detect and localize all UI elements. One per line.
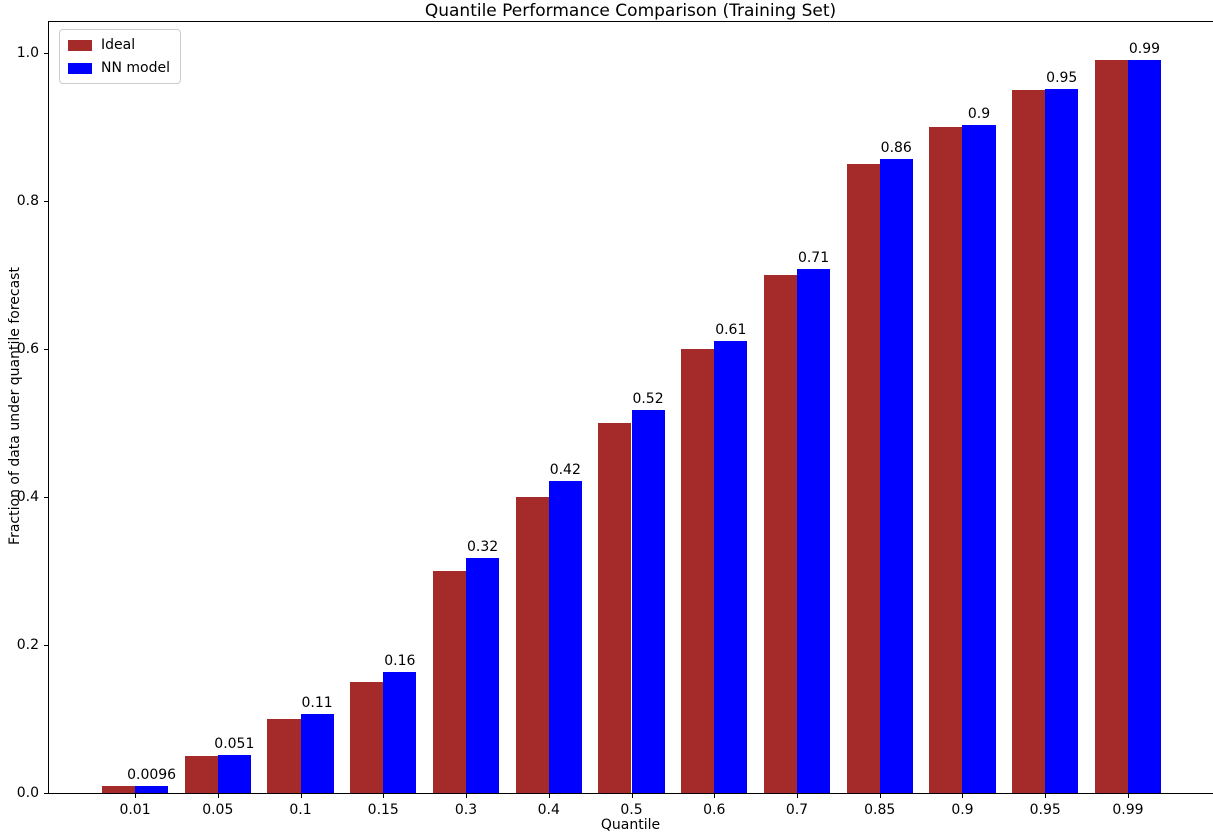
bar-nn-0.4 (548, 480, 582, 793)
bar-value-label-0.05: 0.051 (214, 736, 255, 753)
y-tick-label-0.6: 0.6 (16, 341, 39, 358)
x-tick-0.95 (1045, 794, 1047, 798)
x-tick-0.6 (714, 794, 716, 798)
legend-swatch-nn-model (68, 62, 92, 74)
bar-ideal-0.4 (515, 497, 549, 793)
bar-value-label-0.4: 0.42 (549, 461, 581, 478)
x-tick-0.15 (383, 794, 385, 798)
bar-ideal-0.85 (846, 164, 880, 793)
bar-value-label-0.85: 0.86 (880, 139, 912, 156)
bar-nn-0.85 (879, 158, 913, 793)
x-tick-label-0.3: 0.3 (454, 802, 478, 818)
x-tick-label-0.6: 0.6 (703, 802, 726, 818)
x-tick-label-0.01: 0.01 (119, 802, 151, 818)
y-tick-label-0.2: 0.2 (16, 637, 39, 653)
bar-ideal-0.15 (350, 682, 384, 793)
x-tick-label-0.85: 0.85 (864, 802, 896, 818)
x-tick-label-0.7: 0.7 (785, 802, 809, 818)
bar-ideal-0.9 (929, 127, 963, 793)
y-tick-label-0.0: 0.0 (16, 785, 39, 801)
x-tick-label-0.15: 0.15 (367, 802, 399, 818)
y-tick-1.0 (44, 53, 48, 55)
x-tick-label-0.99: 0.99 (1112, 802, 1144, 818)
x-tick-0.3 (466, 794, 468, 798)
bar-value-label-0.6: 0.61 (715, 321, 747, 338)
y-tick-0.6 (44, 349, 48, 351)
bar-value-label-0.99: 0.99 (1128, 41, 1161, 58)
bar-nn-0.9 (962, 124, 996, 793)
y-tick-label-1.0: 1.0 (16, 45, 39, 62)
x-tick-0.99 (1127, 794, 1129, 798)
bar-nn-0.15 (383, 672, 417, 793)
y-tick-0.4 (44, 497, 48, 499)
x-tick-0.7 (796, 794, 798, 798)
legend-swatch-ideal (68, 39, 92, 51)
x-tick-0.5 (631, 794, 633, 798)
bar-nn-0.95 (1045, 89, 1079, 793)
x-tick-label-0.05: 0.05 (202, 802, 234, 818)
plot-area: Ideal NN model 0.0096 0.01 0.051 0.05 0.11 0.… (17, 21, 1213, 818)
bar-value-label-0.3: 0.32 (466, 538, 499, 555)
x-tick-0.05 (217, 794, 219, 798)
x-tick-label-0.4: 0.4 (537, 802, 560, 818)
legend-item-nn-model: NN model (68, 60, 170, 76)
legend-label-nn-model: NN model (101, 60, 170, 76)
bar-nn-0.5 (631, 410, 665, 793)
bar-ideal-0.6 (681, 349, 715, 793)
bar-value-label-0.15: 0.16 (384, 653, 416, 670)
bar-value-label-0.1: 0.11 (301, 694, 333, 711)
y-tick-label-0.8: 0.8 (16, 193, 39, 210)
bar-ideal-0.7 (763, 275, 797, 793)
x-axis-label: Quantile (600, 817, 661, 833)
x-tick-0.85 (879, 794, 881, 798)
bar-ideal-0.05 (184, 756, 218, 793)
bar-ideal-0.1 (267, 719, 301, 793)
bar-nn-0.05 (217, 755, 251, 793)
bar-nn-0.99 (1127, 60, 1162, 793)
x-tick-0.4 (548, 794, 550, 798)
y-tick-0.2 (44, 645, 48, 646)
bar-ideal-0.99 (1094, 60, 1128, 793)
bar-ideal-0.3 (432, 571, 466, 793)
bar-ideal-0.95 (1012, 90, 1046, 793)
bar-value-label-0.7: 0.71 (797, 250, 830, 267)
bar-value-label-0.9: 0.9 (967, 105, 991, 122)
legend: Ideal NN model (59, 29, 181, 84)
bar-nn-0.01 (135, 785, 169, 793)
bar-ideal-0.5 (598, 423, 632, 793)
x-tick-label-0.1: 0.1 (289, 802, 312, 818)
x-tick-label-0.95: 0.95 (1029, 802, 1061, 818)
x-tick-0.01 (135, 794, 137, 798)
bar-nn-0.1 (300, 713, 334, 793)
y-tick-0.0 (44, 793, 48, 794)
bar-nn-0.7 (796, 269, 831, 793)
y-tick-label-0.4: 0.4 (16, 489, 39, 506)
y-tick-0.8 (44, 201, 48, 203)
bar-value-label-0.95: 0.95 (1046, 70, 1078, 87)
bar-value-label-0.5: 0.52 (632, 391, 664, 408)
bar-value-label-0.01: 0.0096 (127, 766, 177, 783)
legend-item-ideal: Ideal (68, 37, 170, 53)
legend-label-ideal: Ideal (101, 37, 136, 53)
x-tick-label-0.9: 0.9 (951, 802, 974, 818)
bar-nn-0.3 (466, 557, 500, 793)
x-tick-label-0.5: 0.5 (620, 802, 643, 818)
x-tick-0.9 (962, 794, 964, 798)
x-tick-0.1 (300, 794, 302, 798)
chart-title: Quantile Performance Comparison (Trainin… (424, 1, 837, 21)
bar-ideal-0.01 (101, 785, 136, 793)
bar-nn-0.6 (714, 340, 748, 793)
